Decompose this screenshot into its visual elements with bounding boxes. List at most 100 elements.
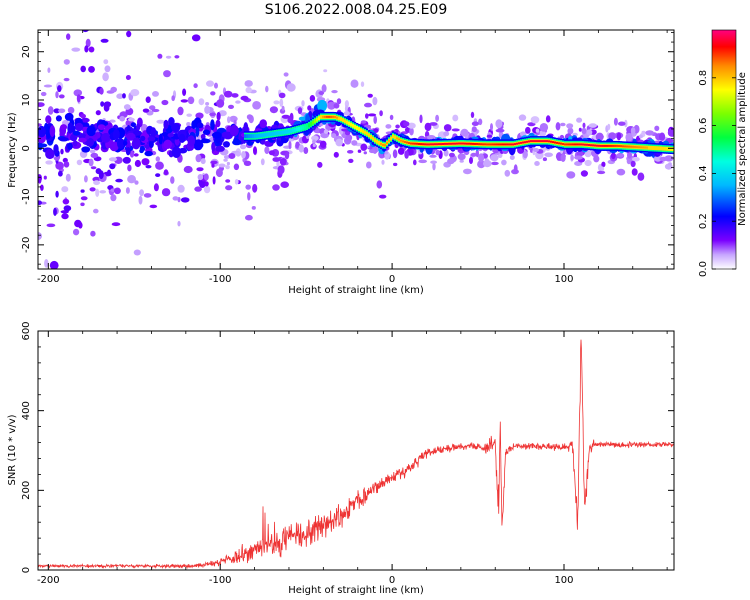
ridge-cell xyxy=(616,144,619,147)
heatmap-cell xyxy=(44,259,49,268)
heatmap-cell xyxy=(268,150,275,156)
ridge-cell xyxy=(398,138,401,141)
ridge-cell xyxy=(518,142,521,145)
ridge-cell xyxy=(618,145,621,147)
heatmap-cell xyxy=(320,132,329,139)
heatmap-cell xyxy=(364,102,372,108)
heatmap-cell xyxy=(272,184,280,191)
heatmap-cell xyxy=(202,129,211,135)
ridge-cell xyxy=(484,143,487,146)
heatmap-cell xyxy=(200,133,206,140)
ridge-cell xyxy=(386,142,389,145)
heatmap-cell xyxy=(227,116,231,124)
heatmap-cell xyxy=(186,122,191,127)
heatmap-cell xyxy=(627,151,632,159)
heatmap-cell xyxy=(45,115,52,124)
heatmap-cell xyxy=(45,148,55,160)
heatmap-cell xyxy=(317,99,328,112)
heatmap-cell xyxy=(369,149,376,154)
heatmap-cell xyxy=(372,96,378,106)
ridge-cell xyxy=(578,143,581,146)
heatmap-cell xyxy=(126,30,132,38)
ridge-cell xyxy=(308,123,311,128)
heatmap-cell xyxy=(618,121,626,126)
heatmap-cell xyxy=(156,119,165,124)
ridge-cell xyxy=(522,141,525,144)
y-tick-label: 600 xyxy=(21,321,32,340)
ridge-cell xyxy=(556,141,559,144)
heatmap-cell xyxy=(299,116,307,121)
heatmap-cell xyxy=(63,161,70,168)
ridge-cell xyxy=(500,143,503,146)
heatmap-cell xyxy=(191,120,197,129)
ridge-cell xyxy=(592,144,595,147)
heatmap-cell xyxy=(403,121,410,127)
heatmap-cell xyxy=(187,96,195,105)
y-tick-label: -20 xyxy=(21,237,32,253)
heatmap-cell xyxy=(477,160,486,169)
colorbar-label: Normalized spectral amplitude xyxy=(737,72,748,226)
ridge-cell xyxy=(456,142,459,145)
heatmap-cell xyxy=(373,115,378,125)
ridge-cell xyxy=(402,140,405,143)
heatmap-cell xyxy=(132,137,141,150)
heatmap-cell xyxy=(530,148,534,153)
heatmap-cell xyxy=(533,148,539,152)
heatmap-cell xyxy=(338,126,344,135)
heatmap-cell xyxy=(200,158,206,165)
heatmap-cell xyxy=(367,113,377,117)
ridge-cell xyxy=(266,132,269,137)
snr-ticks: -200 -100 0 100 0 200 400 600 xyxy=(21,321,674,586)
heatmap-cell xyxy=(504,169,511,177)
ridge-cell xyxy=(320,114,323,119)
heatmap-cell xyxy=(117,138,125,150)
heatmap-cell xyxy=(74,219,82,228)
ridge-cell xyxy=(380,142,383,145)
heatmap-cell xyxy=(246,114,253,120)
heatmap-cell xyxy=(71,0,78,4)
heatmap-cell xyxy=(187,135,196,147)
heatmap-cell xyxy=(144,150,153,157)
ridge-cell xyxy=(268,132,271,137)
heatmap-cell xyxy=(193,83,198,89)
ridge-cell xyxy=(330,115,333,118)
heatmap-cell xyxy=(471,121,479,126)
heatmap-cell xyxy=(104,65,111,73)
heatmap-cell xyxy=(281,105,285,111)
heatmap-cell xyxy=(177,106,184,116)
ridge-cell xyxy=(372,136,375,141)
heatmap-cell xyxy=(539,123,549,132)
x-tick-label: 100 xyxy=(554,274,573,285)
heatmap-cell xyxy=(225,185,233,191)
heatmap-cell xyxy=(491,161,499,166)
ridge-cell xyxy=(296,127,299,132)
heatmap-cell xyxy=(429,154,437,158)
ridge-cell xyxy=(362,129,365,134)
ridge-cell xyxy=(624,145,627,148)
ridge-cell xyxy=(580,143,583,146)
ridge-cell xyxy=(424,143,427,146)
ridge-cell xyxy=(548,140,551,143)
ridge-cell xyxy=(584,143,587,146)
ridge-cell xyxy=(438,143,441,146)
ridge-cell xyxy=(550,140,553,143)
heatmap-cell xyxy=(62,198,70,205)
heatmap-cell xyxy=(595,132,604,141)
colorbar: 0.0 0.2 0.4 0.6 0.8 Normalized spectral ampl… xyxy=(698,29,748,277)
ridge-cell xyxy=(604,144,607,147)
ridge-cell xyxy=(468,142,471,145)
heatmap-cell xyxy=(344,130,351,136)
heatmap-cell xyxy=(171,95,175,102)
ridge-cell xyxy=(382,144,385,146)
heatmap-cell xyxy=(73,228,80,236)
heatmap-cell xyxy=(667,128,674,137)
ridge-cell xyxy=(454,142,457,145)
heatmap-cell xyxy=(170,176,175,184)
heatmap-cell xyxy=(182,88,187,96)
ridge-cell xyxy=(422,143,425,146)
ridge-cell xyxy=(626,145,629,148)
heatmap-cell xyxy=(84,175,88,183)
ridge-cell xyxy=(264,132,267,137)
heatmap-cell xyxy=(379,194,387,199)
